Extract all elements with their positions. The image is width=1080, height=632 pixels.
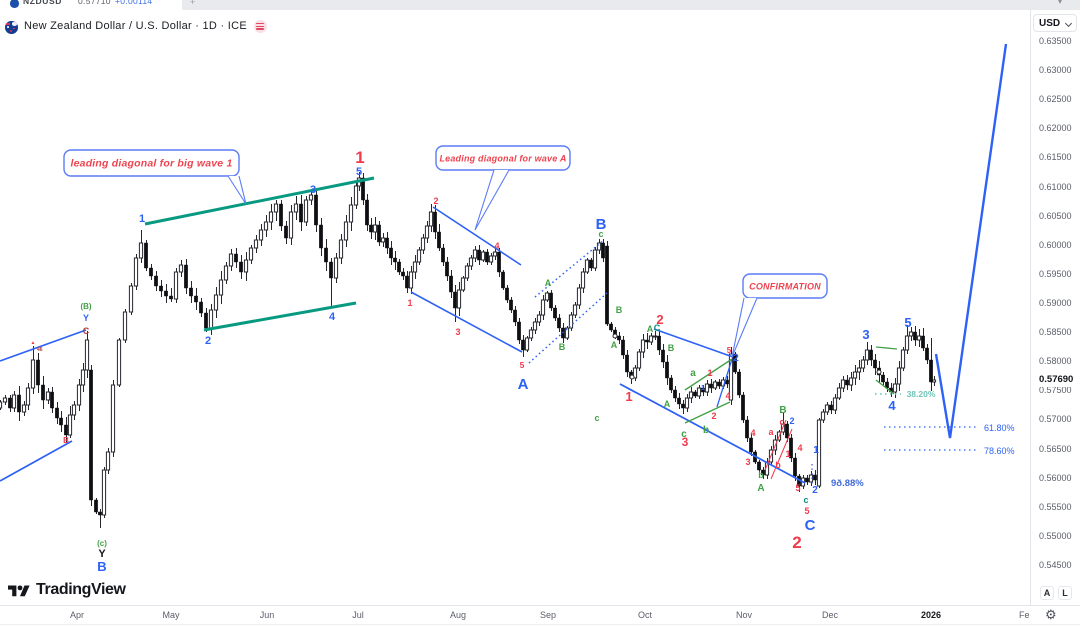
svg-text:3: 3 <box>682 435 689 449</box>
svg-text:c: c <box>594 413 599 423</box>
svg-text:B: B <box>559 342 566 352</box>
svg-text:1: 1 <box>701 385 705 392</box>
svg-text:B: B <box>97 559 106 574</box>
svg-text:2: 2 <box>733 353 739 364</box>
svg-text:a: a <box>768 427 774 437</box>
svg-text:1: 1 <box>785 449 790 459</box>
svg-text:B: B <box>616 305 623 315</box>
svg-text:1: 1 <box>813 445 819 456</box>
svg-text:CONFIRMATION: CONFIRMATION <box>749 282 821 292</box>
svg-text:2: 2 <box>789 416 794 426</box>
svg-text:Leading diagonal for wave A: Leading diagonal for wave A <box>439 154 566 164</box>
svg-text:1: 1 <box>625 389 632 404</box>
svg-text:2: 2 <box>711 411 716 421</box>
svg-text:C: C <box>805 517 816 534</box>
svg-text:b: b <box>758 470 764 480</box>
svg-text:2: 2 <box>656 312 663 327</box>
svg-text:B: B <box>668 343 675 353</box>
svg-text:4: 4 <box>494 241 499 251</box>
svg-text:(c): (c) <box>97 539 107 548</box>
svg-text:leading diagonal for big wave: leading diagonal for big wave 1 <box>71 158 233 170</box>
svg-text:4: 4 <box>797 443 802 453</box>
svg-text:A: A <box>611 340 618 350</box>
svg-text:2: 2 <box>792 533 801 552</box>
svg-text:5: 5 <box>795 483 800 493</box>
svg-text:1: 1 <box>139 213 145 225</box>
svg-text:3: 3 <box>455 327 460 337</box>
svg-text:b: b <box>703 425 709 436</box>
svg-text:1: 1 <box>355 148 364 167</box>
svg-text:B: B <box>63 436 69 445</box>
svg-text:B: B <box>779 405 786 416</box>
svg-text:A: A <box>664 399 671 409</box>
svg-text:2: 2 <box>205 335 211 347</box>
svg-text:C: C <box>654 323 661 333</box>
svg-text:c: c <box>803 495 808 505</box>
svg-text:Y: Y <box>83 313 89 323</box>
svg-text:1: 1 <box>407 298 412 308</box>
svg-text:2: 2 <box>433 196 438 206</box>
svg-text:4: 4 <box>750 428 755 438</box>
svg-text:4: 4 <box>725 391 730 401</box>
svg-text:A: A <box>518 376 529 393</box>
svg-text:(B): (B) <box>80 302 91 311</box>
svg-text:3: 3 <box>862 327 869 342</box>
svg-text:c: c <box>598 229 603 239</box>
svg-text:5: 5 <box>904 315 911 330</box>
svg-text:4: 4 <box>888 398 896 413</box>
svg-text:61.80%: 61.80% <box>984 423 1015 433</box>
svg-text:5: 5 <box>804 506 809 516</box>
svg-text:c: c <box>681 429 687 440</box>
svg-text:9ð.88%: 9ð.88% <box>831 478 864 489</box>
svg-text:38.20%: 38.20% <box>907 389 936 399</box>
svg-text:3: 3 <box>745 457 750 467</box>
svg-text:3: 3 <box>310 184 316 196</box>
svg-text:▲: ▲ <box>31 340 36 346</box>
svg-text:5: 5 <box>520 360 525 370</box>
svg-text:46: 46 <box>37 347 43 353</box>
svg-text:A: A <box>647 324 654 334</box>
svg-text:A: A <box>757 483 764 494</box>
svg-text:C: C <box>83 326 90 336</box>
svg-text:c: c <box>779 417 784 427</box>
svg-text:4: 4 <box>329 311 336 323</box>
svg-text:b: b <box>775 460 781 470</box>
svg-text:Y: Y <box>98 548 106 560</box>
svg-text:2: 2 <box>812 485 818 496</box>
svg-text:a: a <box>690 368 696 379</box>
svg-text:B: B <box>596 216 607 233</box>
svg-text:5: 5 <box>356 166 362 178</box>
svg-text:5: 5 <box>727 346 732 355</box>
svg-text:A: A <box>545 278 552 288</box>
svg-text:78.60%: 78.60% <box>984 446 1015 456</box>
svg-text:1: 1 <box>707 368 712 378</box>
